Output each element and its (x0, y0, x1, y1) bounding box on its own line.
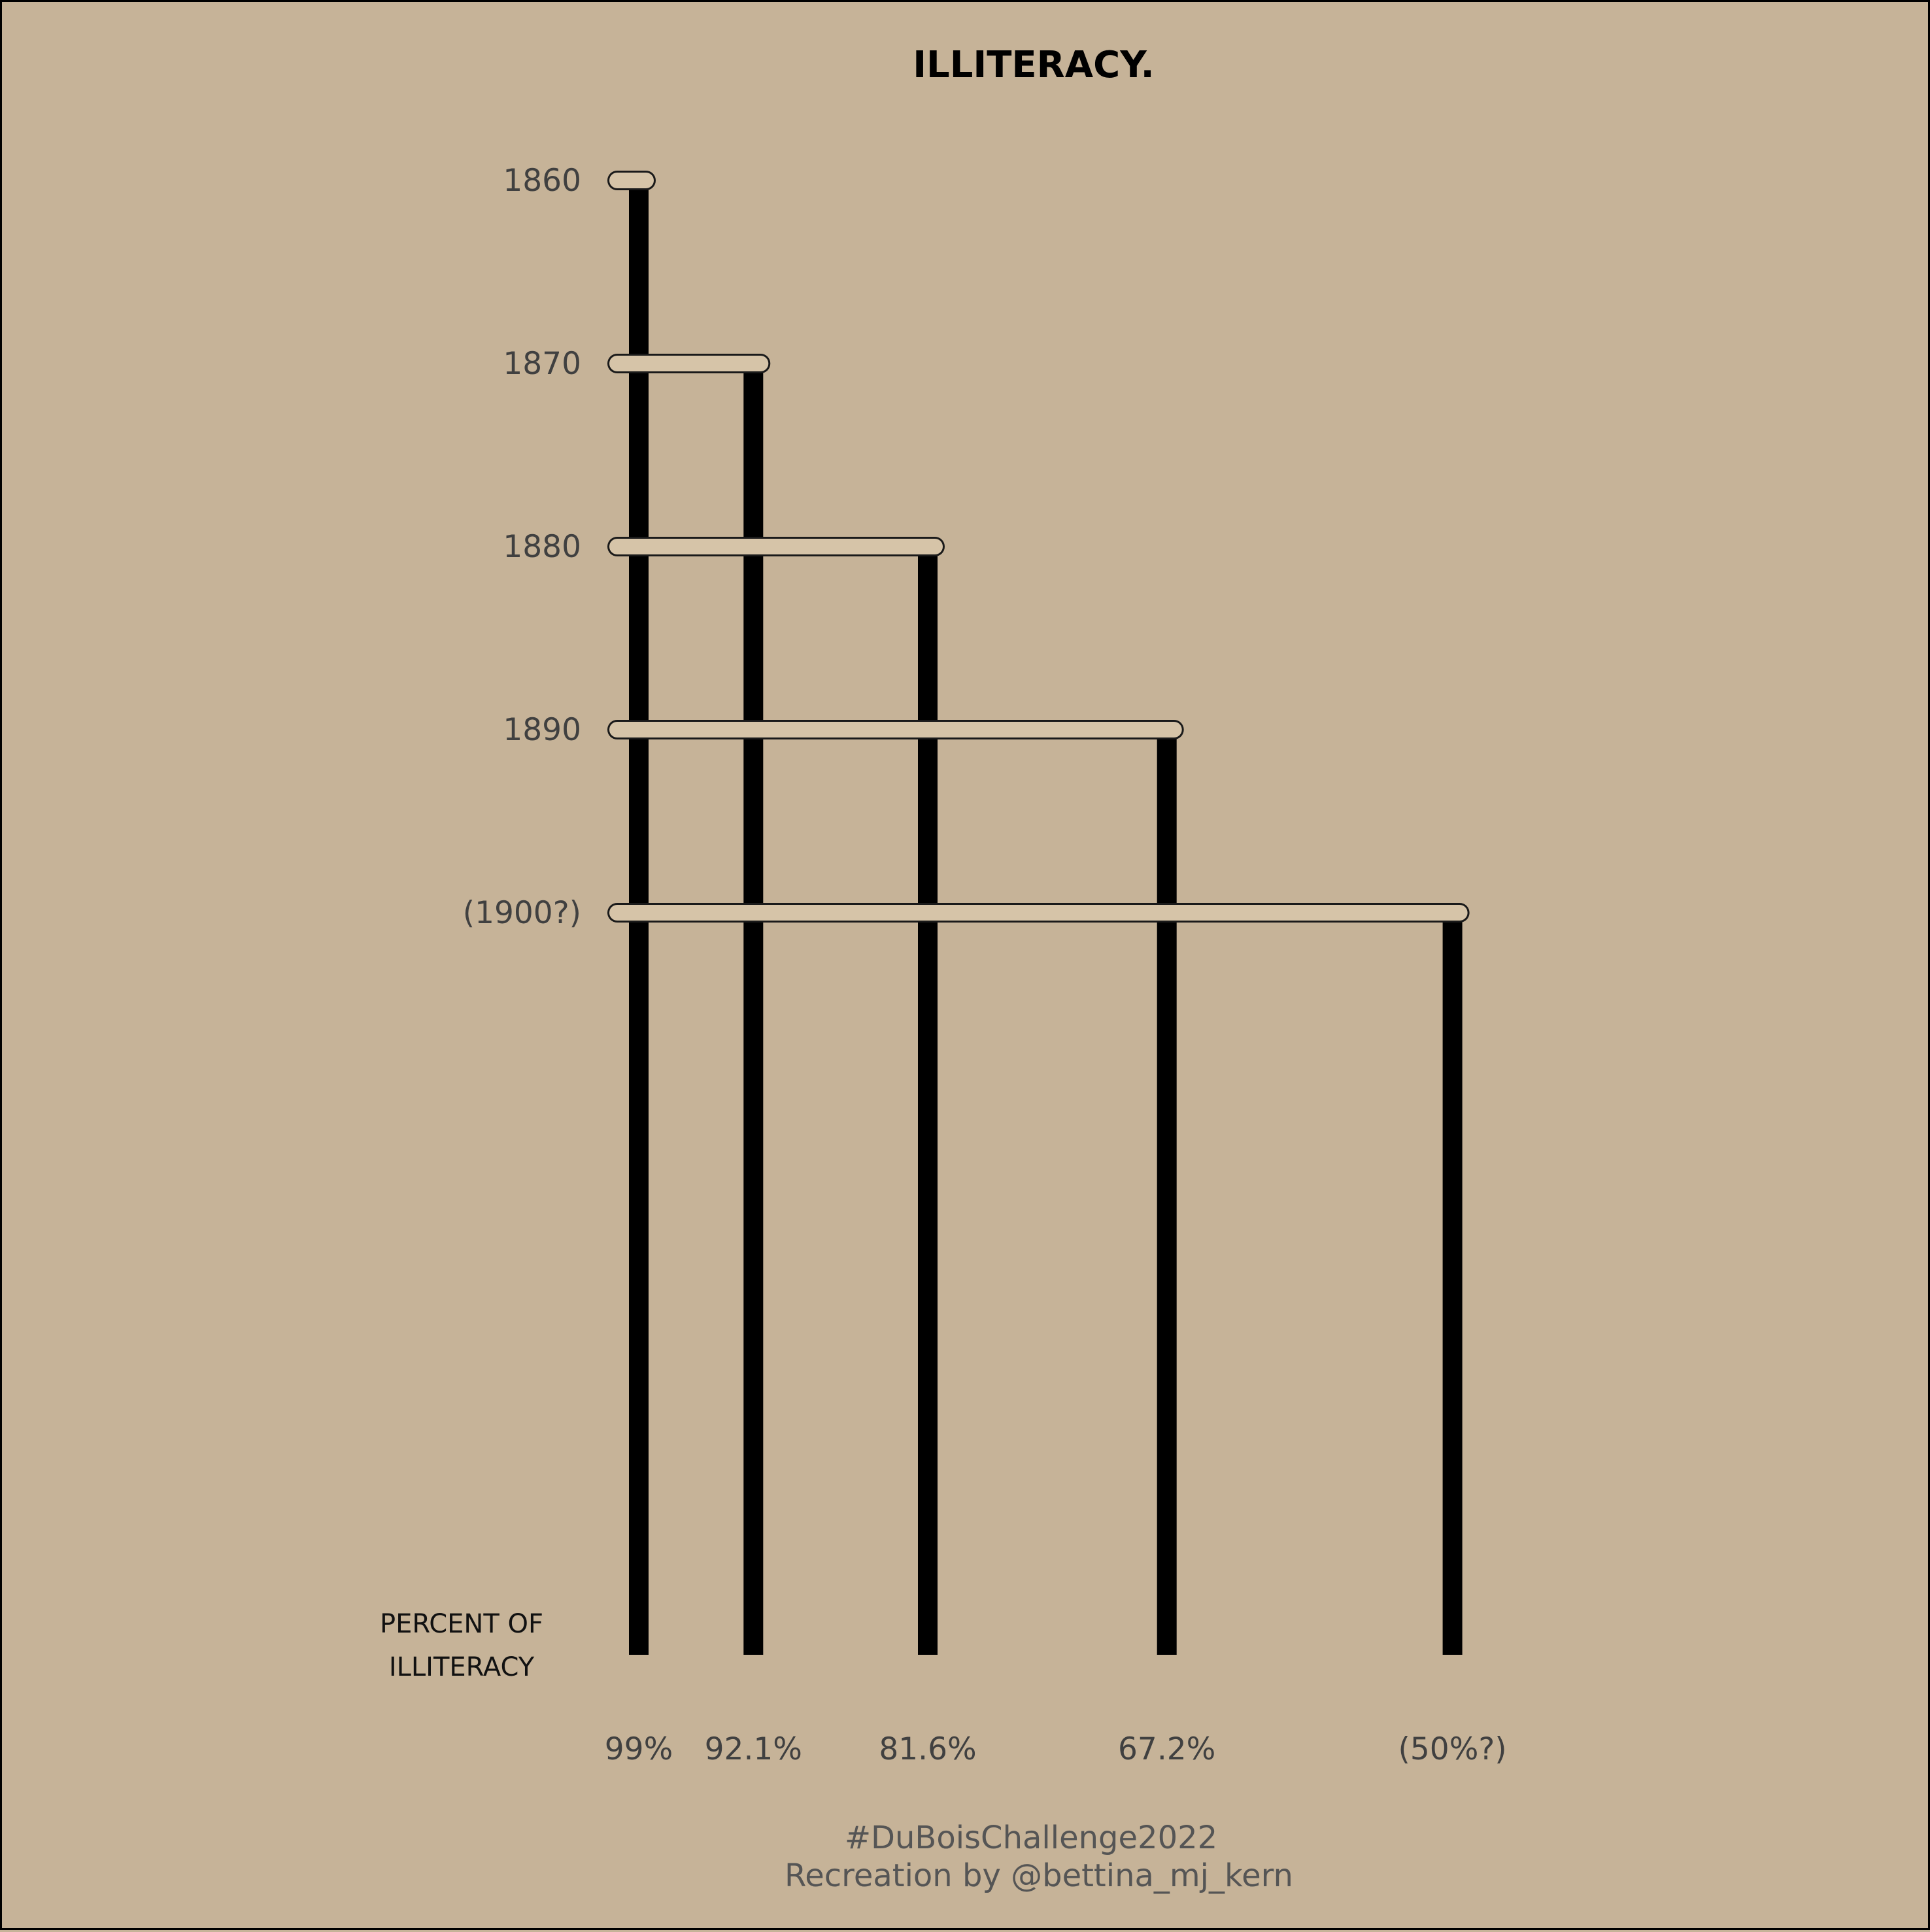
year-label-0: 1860 (503, 163, 581, 199)
bar-4 (1442, 913, 1463, 1655)
bars-layer (629, 180, 1463, 1655)
caption-line-1: #DuBoisChallenge2022 (845, 1820, 1217, 1856)
connectors-layer (607, 171, 1470, 923)
caption-line-2: Recreation by @bettina_mj_kern (785, 1857, 1293, 1894)
year-label-4: (1900?) (463, 895, 581, 931)
year-label-3: 1890 (503, 712, 581, 748)
year-label-2: 1880 (503, 529, 581, 565)
value-label-2: 81.6% (879, 1731, 976, 1767)
value-label-4: (50%?) (1398, 1731, 1507, 1767)
value-labels-layer: 99% 92.1% 81.6% 67.2% (50%?) (605, 1731, 1507, 1767)
value-label-1: 92.1% (705, 1731, 802, 1767)
chart-title: ILLITERACY. (913, 44, 1155, 86)
year-labels-layer: 1860 1870 1880 1890 (1900?) (463, 163, 581, 931)
bar-2 (918, 547, 938, 1655)
bar-1 (743, 364, 764, 1655)
x-axis-title-line-1: PERCENT OF (380, 1609, 543, 1639)
x-axis-title-line-2: ILLITERACY (389, 1652, 535, 1682)
value-label-0: 99% (605, 1731, 673, 1767)
year-label-1: 1870 (503, 346, 581, 382)
value-label-3: 67.2% (1118, 1731, 1215, 1767)
bar-3 (1157, 730, 1177, 1655)
